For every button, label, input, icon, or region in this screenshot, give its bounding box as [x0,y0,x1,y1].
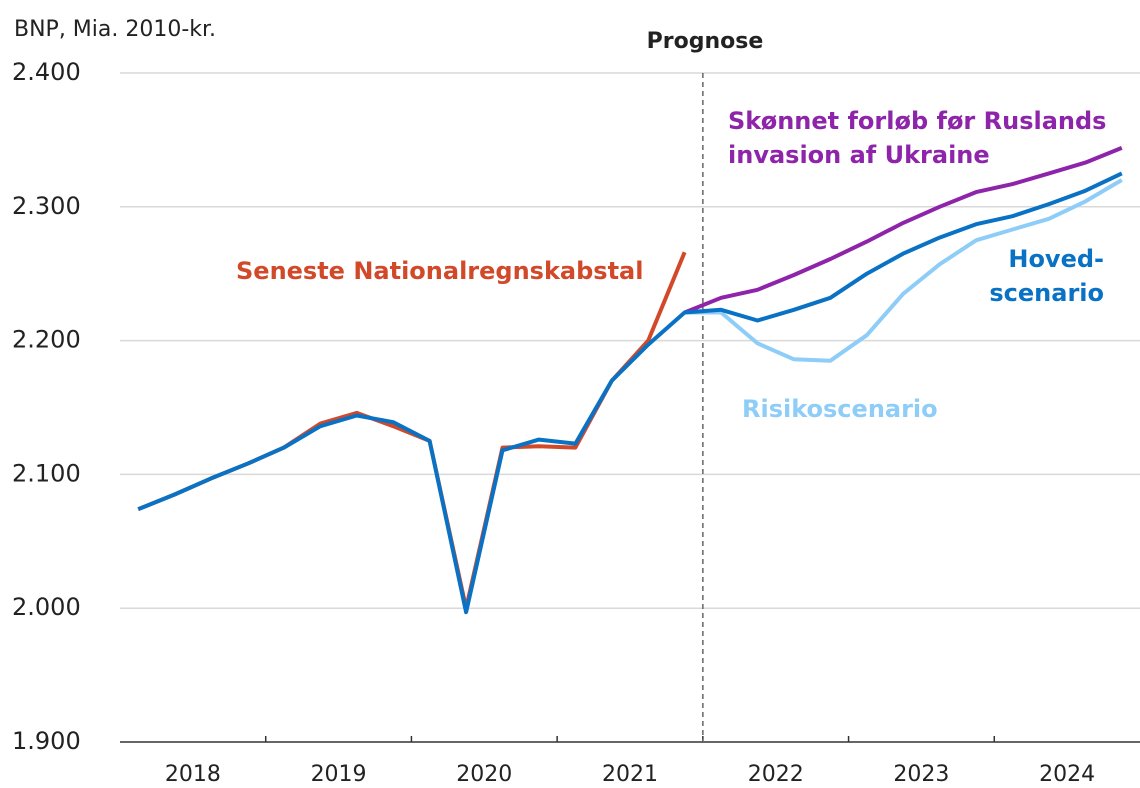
series-label-line: Skønnet forløb før Ruslands [728,107,1106,135]
y-axis-label: BNP, Mia. 2010-kr. [14,17,216,42]
series-label-line: Hoved- [1008,245,1104,273]
series-line [683,146,1123,315]
series-label: Risikoscenario [742,395,938,423]
x-tick-label: 2018 [165,762,221,787]
series-line [684,178,1123,363]
series-label: Skønnet forløb før Ruslands invasion af U… [728,107,1106,169]
x-tick-label: 2024 [1039,762,1095,787]
y-tick-label: 2.400 [12,58,81,86]
y-tick-label: 2.000 [12,593,81,621]
series-label-line: invasion af Ukraine [728,141,990,169]
y-tick-label: 2.300 [12,192,81,220]
x-tick-label: 2023 [893,762,949,787]
series-label: Hoved-scenario [989,245,1104,307]
series-label: Seneste Nationalregnskabstal [236,257,643,285]
series-label-line: scenario [989,279,1104,307]
forecast-label: Prognose [647,29,764,54]
x-tick-label: 2019 [311,762,367,787]
series-line [137,171,1123,615]
y-tick-label: 2.100 [12,459,81,487]
x-tick-label: 2020 [456,762,512,787]
x-tick-label: 2021 [602,762,658,787]
y-tick-label: 2.200 [12,326,81,354]
x-tick-label: 2022 [748,762,804,787]
y-tick-label: 1.900 [12,727,81,755]
